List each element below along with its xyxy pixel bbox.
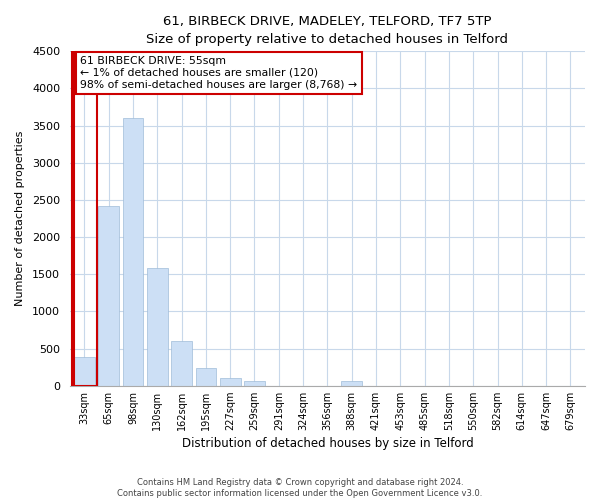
Bar [171, 341, 192, 386]
Bar [244, 381, 265, 386]
Bar [196, 368, 216, 386]
Bar [341, 381, 362, 386]
Bar [122, 118, 143, 386]
Bar [98, 206, 119, 386]
Title: 61, BIRBECK DRIVE, MADELEY, TELFORD, TF7 5TP
Size of property relative to detach: 61, BIRBECK DRIVE, MADELEY, TELFORD, TF7… [146, 15, 508, 46]
Y-axis label: Number of detached properties: Number of detached properties [15, 131, 25, 306]
Bar [147, 268, 167, 386]
X-axis label: Distribution of detached houses by size in Telford: Distribution of detached houses by size … [182, 437, 473, 450]
Bar [220, 378, 241, 386]
Text: 61 BIRBECK DRIVE: 55sqm
← 1% of detached houses are smaller (120)
98% of semi-de: 61 BIRBECK DRIVE: 55sqm ← 1% of detached… [80, 56, 357, 90]
Bar [74, 358, 95, 386]
Text: Contains HM Land Registry data © Crown copyright and database right 2024.
Contai: Contains HM Land Registry data © Crown c… [118, 478, 482, 498]
